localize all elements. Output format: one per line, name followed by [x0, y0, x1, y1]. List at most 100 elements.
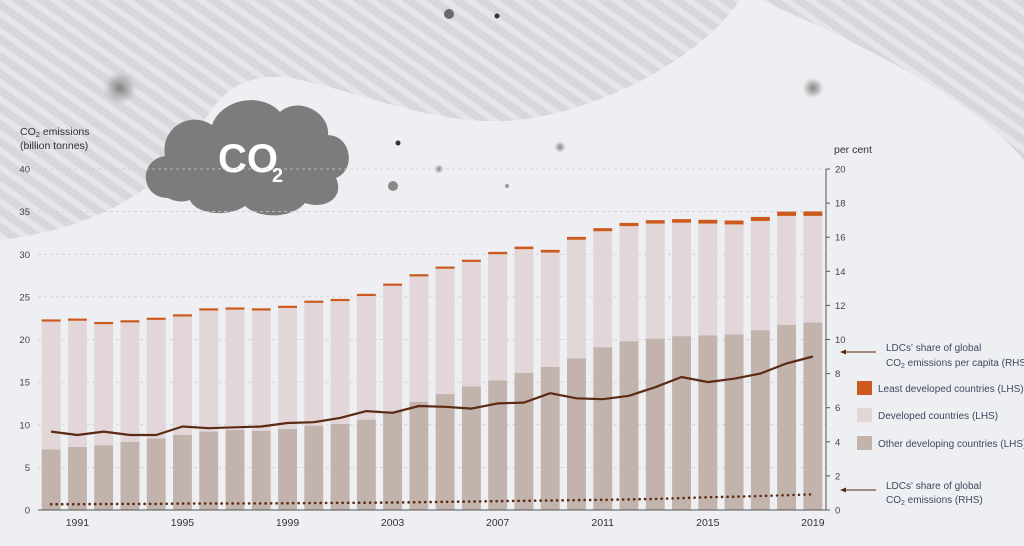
right-tick-label: 6	[835, 403, 840, 414]
right-tick-label: 18	[835, 199, 846, 210]
annotation-share-co: CO	[886, 495, 901, 506]
particle-dot	[444, 9, 454, 19]
right-tick-label: 4	[835, 437, 840, 448]
bar-ldc	[251, 308, 271, 311]
bar-other-developing	[251, 430, 271, 510]
left-axis-title-suffix: emissions	[40, 126, 90, 138]
bar-developed	[41, 321, 61, 450]
bar-developed	[435, 268, 455, 395]
bar-developed	[94, 324, 114, 446]
bar-other-developing	[698, 335, 718, 510]
annotation-arrowhead	[840, 487, 846, 493]
bar-developed	[409, 276, 429, 402]
bar-developed	[304, 302, 324, 426]
particle-dot	[388, 181, 398, 191]
x-tick-label: 1999	[276, 517, 300, 529]
left-tick-label: 0	[25, 506, 30, 517]
right-tick-label: 20	[835, 165, 846, 176]
right-tick-label: 12	[835, 301, 846, 312]
left-tick-label: 5	[25, 463, 30, 474]
particle-blur	[802, 77, 824, 99]
bar-ldc	[698, 219, 718, 224]
bar-ldc	[225, 307, 245, 310]
bar-ldc	[777, 211, 797, 216]
right-tick-label: 8	[835, 369, 840, 380]
left-tick-label: 30	[19, 250, 30, 261]
svg-text:CO2 emissions: CO2 emissions	[20, 126, 90, 139]
bar-developed	[514, 249, 534, 373]
annotation-share-per-capita: LDCs' share of global CO2 emissions per …	[840, 343, 1024, 370]
annotation-arrowhead	[840, 349, 846, 355]
bar-ldc	[750, 216, 770, 222]
legend-swatch-developed	[857, 408, 872, 422]
particles	[102, 9, 824, 191]
bar-ldc	[619, 222, 639, 227]
cloud-shape	[145, 100, 349, 216]
left-axis-title-sub: 2	[36, 130, 40, 139]
right-tick-label: 16	[835, 233, 846, 244]
annotation-share-suffix: emissions (RHS)	[905, 495, 983, 506]
bar-developed	[698, 223, 718, 336]
right-tick-label: 10	[835, 335, 846, 346]
bar-other-developing	[94, 445, 114, 510]
x-tick-label: 2003	[381, 517, 405, 529]
bar-developed	[488, 254, 508, 381]
bar-other-developing	[409, 401, 429, 510]
axes: 0 5 10 15 20 25 30 35 40 0 2 4 6 8 10 12 14 16 18 20 1991 199…	[19, 165, 845, 530]
bar-other-developing	[803, 322, 823, 510]
particle-dot	[494, 13, 500, 19]
bar-other-developing	[330, 423, 350, 510]
bar-developed	[593, 231, 613, 348]
bar-ldc	[173, 314, 192, 317]
x-tick-label: 2011	[591, 517, 614, 529]
x-tick-label: 1991	[66, 517, 90, 529]
bar-ldc	[67, 318, 87, 321]
bar-developed	[619, 226, 639, 342]
bar-other-developing	[146, 438, 166, 510]
bar-ldc	[540, 249, 560, 253]
bar-other-developing	[619, 341, 639, 510]
bar-other-developing	[67, 446, 87, 510]
bar-developed	[750, 221, 770, 331]
bar-other-developing	[488, 380, 508, 510]
bar-other-developing	[383, 411, 403, 510]
bar-other-developing	[304, 425, 324, 510]
particle-dot	[505, 184, 509, 188]
legend-label-ldc: Least developed countries (LHS)	[878, 384, 1024, 395]
bar-developed	[567, 239, 586, 359]
annotation-share-sub: 2	[901, 500, 905, 507]
x-tick-label: 2007	[486, 517, 510, 529]
bar-ldc	[488, 251, 508, 255]
bar-other-developing	[278, 429, 297, 510]
bar-ldc	[672, 219, 691, 223]
bar-ldc	[278, 305, 297, 308]
cloud-co2-text: CO	[218, 137, 278, 181]
bar-other-developing	[461, 386, 481, 510]
bar-ldc	[514, 246, 534, 250]
bar-developed	[777, 215, 797, 326]
bar-ldc	[645, 220, 665, 224]
bar-ldc	[94, 321, 114, 325]
bar-ldc	[461, 259, 481, 262]
right-tick-label: 14	[835, 267, 846, 278]
bar-other-developing	[225, 429, 245, 510]
bar-ldc	[803, 211, 823, 216]
bar-other-developing	[540, 366, 560, 510]
bar-developed	[461, 261, 481, 387]
legend-label-other: Other developing countries (LHS)	[878, 439, 1024, 450]
bar-stack-group	[41, 211, 823, 510]
bar-other-developing	[672, 336, 691, 510]
bar-developed	[803, 215, 823, 323]
bar-other-developing	[356, 419, 376, 510]
x-tick-label: 2019	[801, 517, 825, 529]
left-tick-label: 20	[19, 335, 30, 346]
bar-other-developing	[645, 338, 665, 510]
bar-other-developing	[724, 334, 744, 510]
gridlines	[38, 168, 826, 468]
bar-ldc	[304, 300, 324, 303]
particle-blur	[554, 141, 566, 153]
bar-developed	[278, 307, 297, 430]
bar-developed	[672, 222, 691, 337]
legend-swatch-other	[857, 436, 872, 450]
